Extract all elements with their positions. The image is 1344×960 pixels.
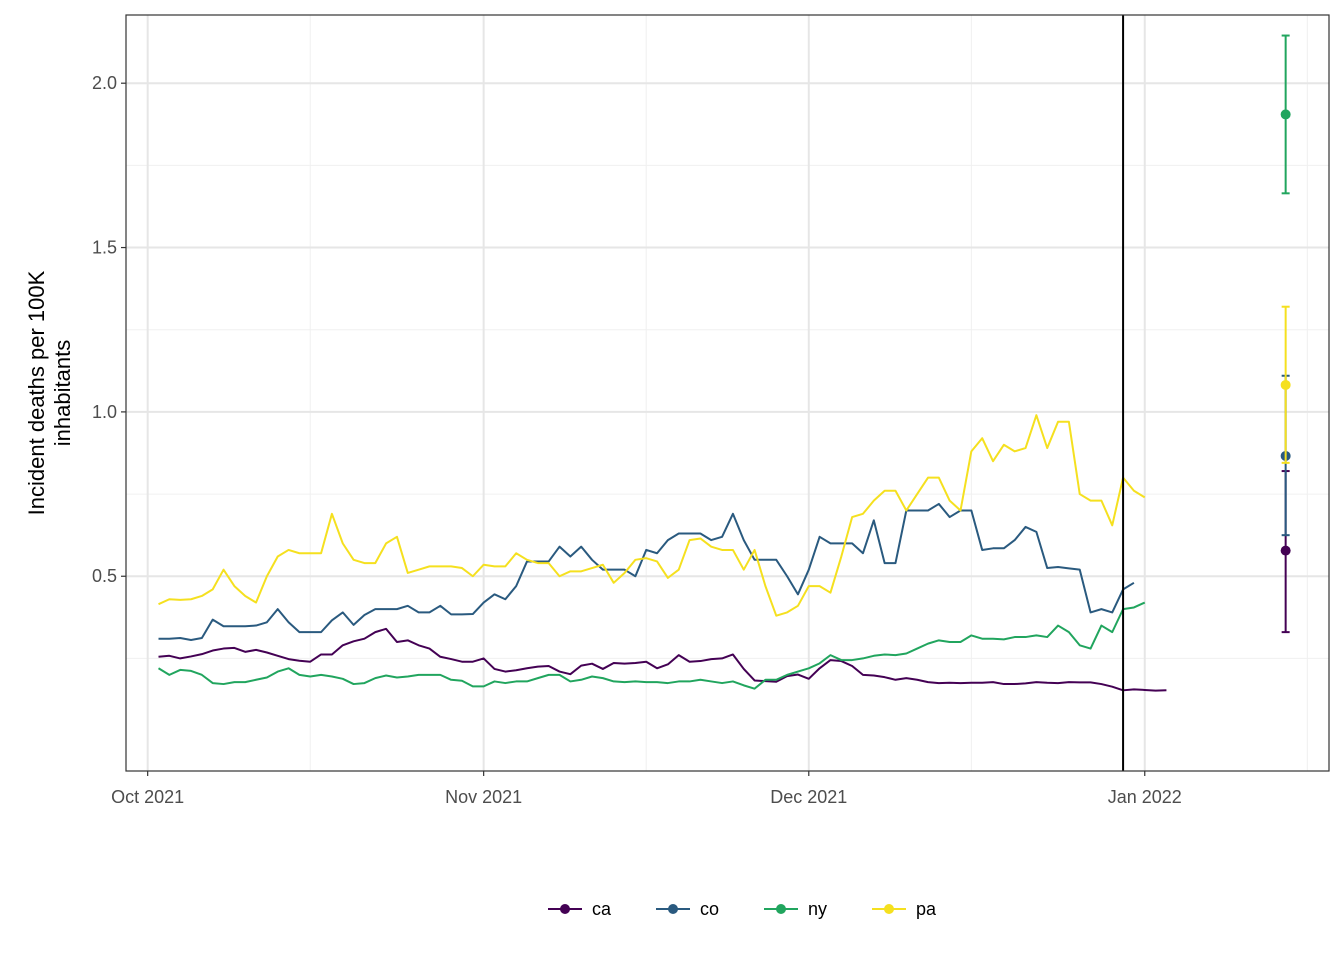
forecast-ny — [1280, 34, 1291, 195]
y-tick-label: 0.5 — [92, 566, 117, 586]
y-axis-title-line: inhabitants — [50, 340, 75, 446]
legend-key-point-ny — [776, 904, 786, 914]
legend-key-point-pa — [884, 904, 894, 914]
forecast-point-ca — [1280, 545, 1291, 556]
legend-key-point-co — [668, 904, 678, 914]
legend-item-ca: ca — [548, 899, 612, 919]
forecast-pa — [1280, 305, 1291, 464]
forecast-point-pa — [1280, 379, 1291, 390]
legend-label-pa: pa — [916, 899, 937, 919]
series-line-ny — [157, 601, 1146, 690]
legend-item-ny: ny — [764, 899, 827, 919]
x-tick-label: Jan 2022 — [1108, 787, 1182, 807]
x-tick-label: Oct 2021 — [111, 787, 184, 807]
legend-item-pa: pa — [872, 899, 937, 919]
legend-label-ny: ny — [808, 899, 827, 919]
forecast-point-ny — [1280, 109, 1291, 120]
plot-border — [125, 14, 1330, 772]
legend-label-co: co — [700, 899, 719, 919]
y-axis-title-line: Incident deaths per 100K — [24, 270, 49, 515]
y-axis-title: Incident deaths per 100Kinhabitants — [24, 270, 75, 515]
y-tick-label: 1.5 — [92, 238, 117, 258]
legend-key-point-ca — [560, 904, 570, 914]
y-tick-label: 1.0 — [92, 402, 117, 422]
y-tick-label: 2.0 — [92, 73, 117, 93]
x-tick-label: Nov 2021 — [445, 787, 522, 807]
legend-item-co: co — [656, 899, 719, 919]
series-line-co — [158, 502, 1135, 642]
x-tick-label: Dec 2021 — [770, 787, 847, 807]
series-line-pa — [158, 414, 1146, 617]
legend-label-ca: ca — [592, 899, 612, 919]
series-line-ca — [158, 627, 1167, 692]
